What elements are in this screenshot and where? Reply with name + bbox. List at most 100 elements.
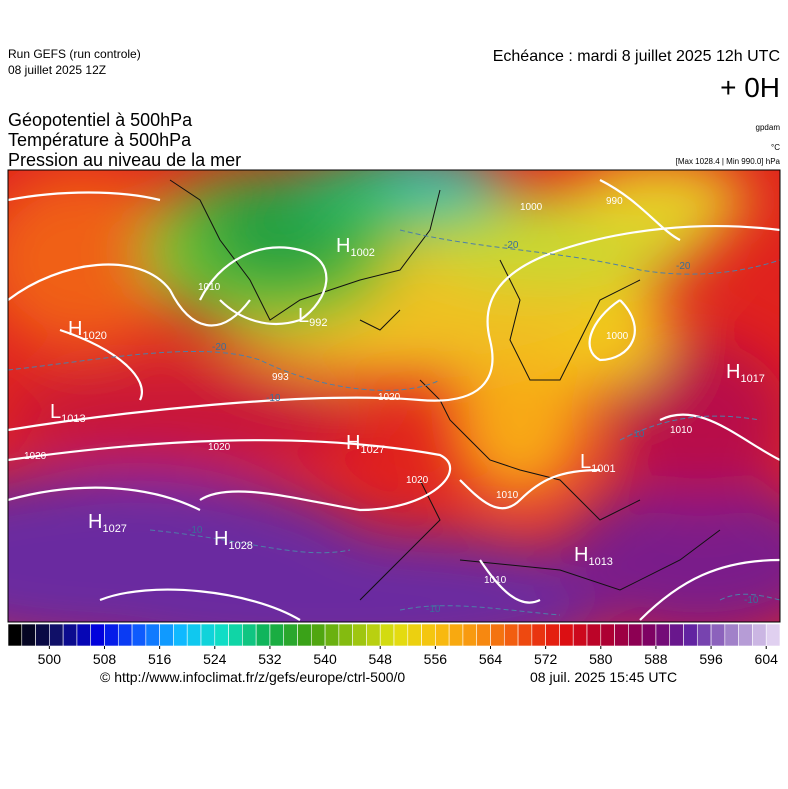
pressure-center: H1027 bbox=[88, 511, 127, 535]
pressure-center: H1017 bbox=[726, 361, 765, 385]
colorbar-swatch bbox=[21, 623, 36, 647]
colorbar-swatch bbox=[435, 623, 450, 647]
colorbar-swatch bbox=[600, 623, 615, 647]
colorbar-swatch bbox=[614, 623, 629, 647]
colorbar-swatch bbox=[214, 623, 229, 647]
colorbar-tick-label: 596 bbox=[699, 651, 723, 667]
colorbar-swatch bbox=[90, 623, 105, 647]
pressure-center: L1013 bbox=[50, 401, 86, 425]
pressure-center: H1028 bbox=[214, 528, 253, 552]
valid-time: Echéance : mardi 8 juillet 2025 12h UTC bbox=[493, 48, 780, 65]
colorbar-swatch bbox=[531, 623, 546, 647]
run-date: 08 juillet 2025 12Z bbox=[8, 63, 106, 77]
colorbar-swatch bbox=[752, 623, 767, 647]
colorbar-swatch bbox=[738, 623, 753, 647]
temperature-label: -10 bbox=[266, 393, 281, 404]
temperature-label: -20 bbox=[504, 240, 519, 251]
temperature-label: -20 bbox=[212, 342, 227, 353]
colorbar-swatch bbox=[338, 623, 353, 647]
temperature-label: -10 bbox=[426, 604, 441, 615]
center-letter: H bbox=[336, 235, 350, 257]
center-value: 1027 bbox=[102, 523, 126, 535]
colorbar-swatch bbox=[724, 623, 739, 647]
pressure-center: L1001 bbox=[580, 451, 616, 475]
center-letter: H bbox=[68, 318, 82, 340]
colorbar-swatch bbox=[379, 623, 395, 647]
colorbar-tick-label: 516 bbox=[148, 651, 172, 667]
colorbar-swatch bbox=[572, 623, 588, 647]
isobar-label: 1020 bbox=[208, 442, 231, 453]
center-letter: H bbox=[574, 544, 588, 566]
generated-time: 08 juil. 2025 15:45 UTC bbox=[530, 669, 677, 685]
center-value: 1013 bbox=[61, 413, 85, 425]
colorbar-swatch bbox=[297, 623, 312, 647]
isobar-label: 1010 bbox=[484, 575, 507, 586]
center-letter: L bbox=[580, 451, 591, 473]
isobar-label: 1020 bbox=[406, 475, 429, 486]
colorbar-swatch bbox=[145, 623, 160, 647]
colorbar-swatch bbox=[186, 623, 202, 647]
colorbar-swatch bbox=[117, 623, 133, 647]
isobar-label: 1010 bbox=[670, 425, 693, 436]
pressure-center: H1013 bbox=[574, 544, 613, 568]
center-value: 1002 bbox=[350, 247, 374, 259]
colorbar-swatch bbox=[173, 623, 188, 647]
isobar-label: 993 bbox=[272, 372, 289, 383]
colorbar-tick-label: 556 bbox=[424, 651, 448, 667]
center-letter: H bbox=[88, 511, 102, 533]
colorbar-swatch bbox=[7, 623, 23, 647]
pressure-center: H1020 bbox=[68, 318, 107, 342]
colorbar-swatch bbox=[586, 623, 602, 647]
pressure-center: L992 bbox=[298, 305, 327, 329]
colorbar-swatch bbox=[476, 623, 491, 647]
field-title: Température à 500hPa bbox=[8, 130, 192, 150]
colorbar-swatch bbox=[131, 623, 147, 647]
colorbar-tick-label: 588 bbox=[644, 651, 668, 667]
isobar-label: 1010 bbox=[198, 282, 221, 293]
colorbar-swatch bbox=[503, 623, 519, 647]
center-value: 1027 bbox=[360, 444, 384, 456]
colorbar-swatch bbox=[104, 623, 119, 647]
colorbar-swatch bbox=[310, 623, 326, 647]
isobar-label: 990 bbox=[606, 196, 623, 207]
colorbar-swatch bbox=[283, 623, 298, 647]
colorbar-swatch bbox=[352, 623, 367, 647]
colorbar-swatch bbox=[76, 623, 92, 647]
colorbar-swatch bbox=[255, 623, 271, 647]
lead-time: + 0H bbox=[720, 72, 780, 103]
center-letter: H bbox=[214, 528, 228, 550]
colorbar-swatch bbox=[655, 623, 671, 647]
colorbar-swatch bbox=[159, 623, 174, 647]
center-letter: H bbox=[726, 361, 740, 383]
temperature-label: -20 bbox=[676, 261, 691, 272]
colorbar-swatch bbox=[35, 623, 50, 647]
colorbar-tick-label: 564 bbox=[479, 651, 503, 667]
center-value: 1013 bbox=[588, 556, 612, 568]
center-value: 1017 bbox=[740, 373, 764, 385]
isobar-label: 1010 bbox=[496, 490, 519, 501]
colorbar-swatch bbox=[669, 623, 684, 647]
colorbar-swatch bbox=[545, 623, 560, 647]
pressure-range: [Max 1028.4 | Min 990.0] hPa bbox=[676, 157, 781, 166]
center-letter: L bbox=[298, 305, 309, 327]
field-title: Géopotentiel à 500hPa bbox=[8, 110, 193, 130]
isobar-label: 1000 bbox=[520, 202, 543, 213]
colorbar-swatch bbox=[641, 623, 657, 647]
run-label: Run GEFS (run controle) bbox=[8, 47, 141, 61]
colorbar-swatch bbox=[628, 623, 643, 647]
colorbar-swatch bbox=[696, 623, 712, 647]
colorbar-swatch bbox=[765, 623, 781, 647]
colorbar-tick-label: 500 bbox=[38, 651, 62, 667]
colorbar-swatch bbox=[462, 623, 478, 647]
pressure-center: H1002 bbox=[336, 235, 375, 259]
colorbar-swatch bbox=[683, 623, 698, 647]
colorbar-swatch bbox=[559, 623, 574, 647]
unit-label: °C bbox=[771, 143, 780, 152]
colorbar-swatch bbox=[49, 623, 64, 647]
colorbar-tick-label: 572 bbox=[534, 651, 558, 667]
colorbar-tick-label: 548 bbox=[369, 651, 393, 667]
center-letter: L bbox=[50, 401, 61, 423]
colorbar-swatch bbox=[448, 623, 464, 647]
